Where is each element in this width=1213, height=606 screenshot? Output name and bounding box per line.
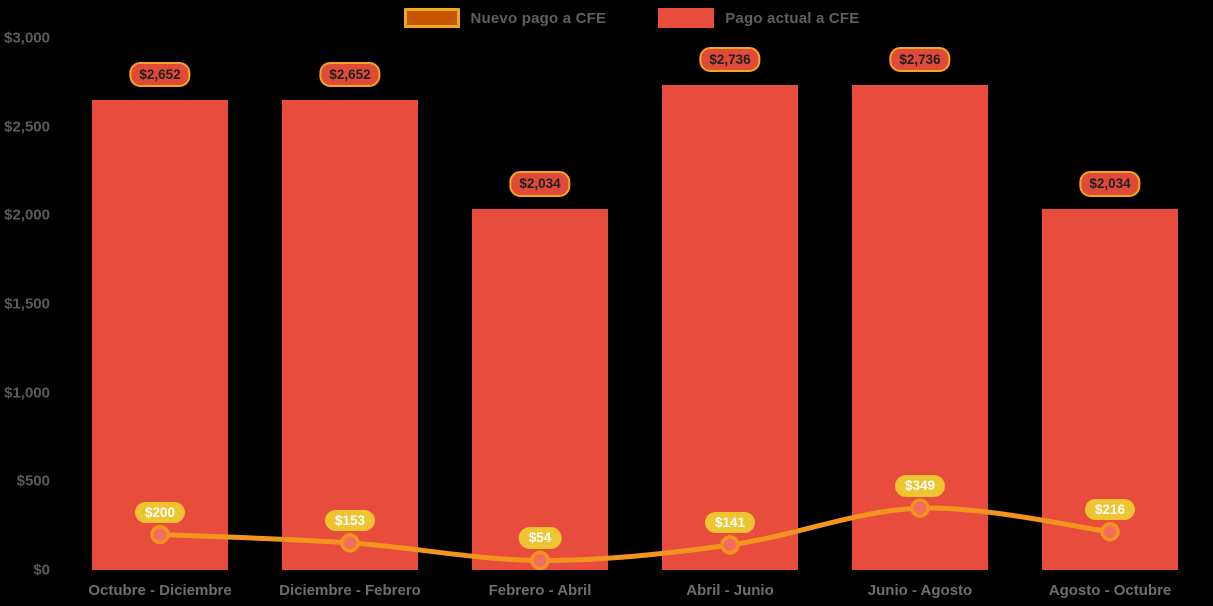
line-data-point[interactable] [340, 533, 360, 553]
bar-value-label: $2,652 [319, 61, 381, 88]
y-axis-tick-label: $2,000 [4, 206, 50, 224]
line-value-label: $349 [894, 475, 946, 497]
legend-swatch-bar-series [658, 8, 715, 28]
y-axis-tick-label: $500 [16, 472, 50, 490]
line-value-label: $200 [134, 501, 186, 524]
y-axis-tick-label: $3,000 [4, 29, 50, 47]
legend-label: Nuevo pago a CFE [470, 9, 607, 27]
line-value-label: $54 [518, 527, 562, 549]
y-axis-tick-label: $0 [33, 561, 50, 579]
bar[interactable] [282, 99, 418, 570]
bar-value-label: $2,034 [1079, 171, 1141, 197]
legend: Nuevo pago a CFE Pago actual a CFE [50, 8, 1213, 28]
x-axis-category-label: Diciembre - Febrero [279, 582, 421, 599]
y-axis-tick-label: $1,000 [4, 384, 50, 402]
line-value-label: $153 [324, 509, 376, 532]
bar-value-label: $2,652 [129, 61, 191, 88]
x-axis-category-label: Junio - Agosto [867, 582, 973, 599]
line-data-point[interactable] [720, 535, 740, 555]
line-value-label: $141 [704, 511, 756, 534]
x-axis-category-label: Abril - Junio [686, 582, 774, 599]
bar-value-label: $2,736 [889, 46, 951, 73]
bar-value-label: $2,034 [509, 171, 571, 197]
bar[interactable] [92, 99, 228, 570]
x-axis-category-label: Agosto - Octubre [1048, 582, 1172, 599]
x-axis-category-label: Febrero - Abril [488, 582, 592, 599]
legend-item-nuevo-pago[interactable]: Nuevo pago a CFE [403, 8, 607, 28]
bar[interactable] [662, 84, 798, 570]
line-value-label: $216 [1084, 498, 1136, 521]
line-data-point[interactable] [910, 498, 930, 518]
y-axis-tick-label: $2,500 [4, 118, 50, 136]
bar[interactable] [472, 209, 608, 570]
legend-label: Pago actual a CFE [725, 9, 860, 27]
line-data-point[interactable] [150, 524, 170, 545]
line-data-point[interactable] [530, 550, 550, 571]
legend-swatch-line-series [403, 8, 460, 28]
line-data-point[interactable] [1100, 521, 1120, 542]
x-axis-category-label: Octubre - Diciembre [88, 582, 232, 599]
legend-item-pago-actual[interactable]: Pago actual a CFE [658, 8, 859, 28]
bar-value-label: $2,736 [699, 46, 761, 73]
line-series-path [157, 505, 1113, 563]
y-axis-tick-label: $1,500 [4, 295, 50, 313]
